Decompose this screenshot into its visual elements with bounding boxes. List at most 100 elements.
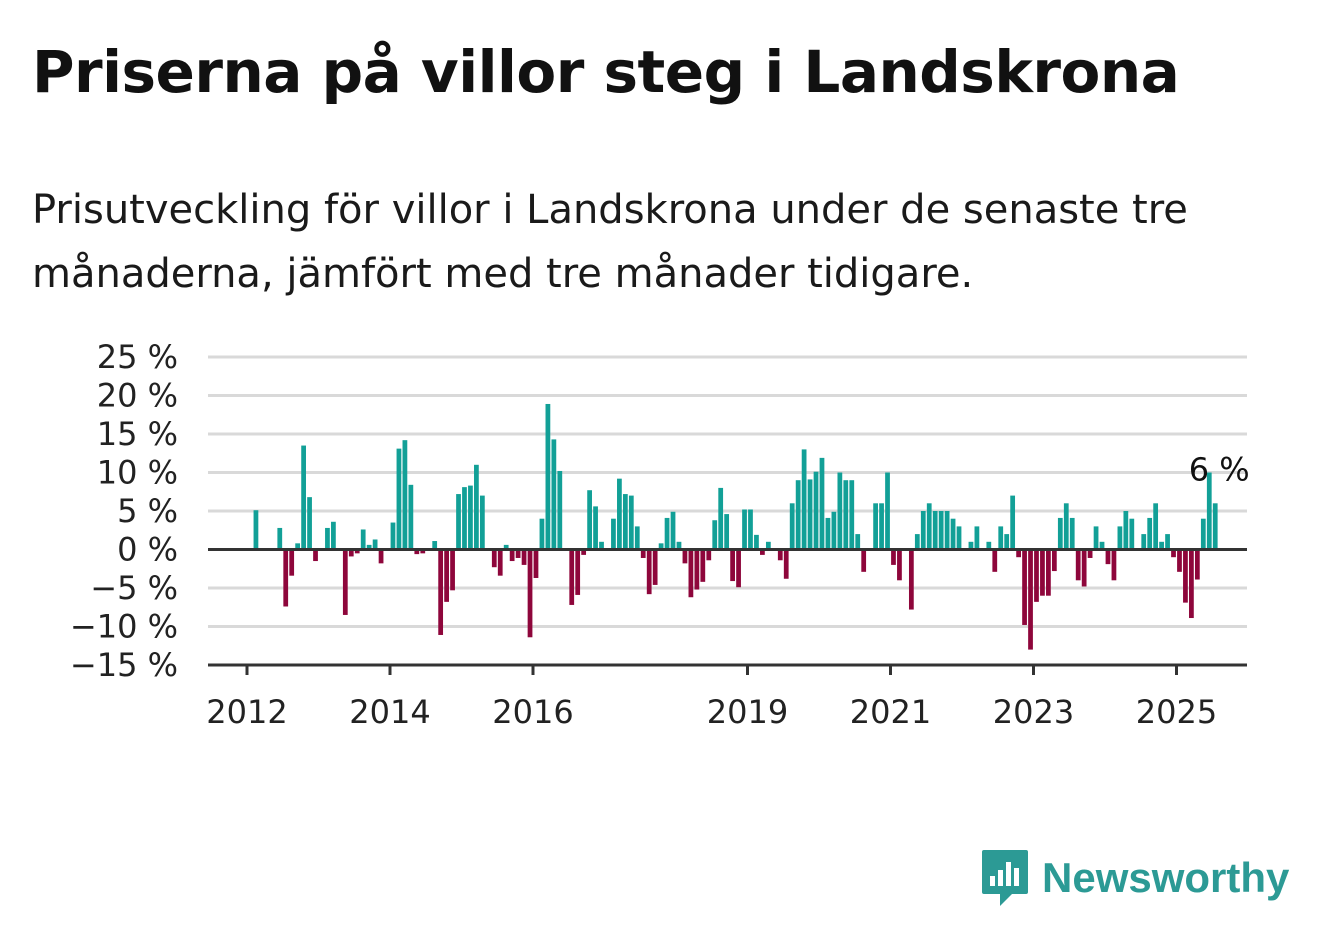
- bar: [1028, 549, 1033, 650]
- bar: [706, 549, 712, 561]
- bar: [622, 494, 628, 550]
- bar: [503, 544, 509, 550]
- bar: [414, 549, 420, 555]
- bar: [688, 549, 694, 598]
- newsworthy-logo-icon: [982, 850, 1028, 906]
- tick-labels: 25 %20 %15 %10 %5 %0 %−5 %−10 %−15 % 2012…: [70, 338, 1250, 731]
- bar: [730, 549, 735, 582]
- bar: [968, 541, 974, 550]
- bar: [1189, 549, 1194, 619]
- bar: [515, 549, 521, 558]
- bar: [611, 518, 616, 550]
- bar: [1183, 549, 1188, 603]
- bar: [396, 448, 402, 550]
- bar: [1069, 517, 1075, 550]
- bar: [855, 534, 861, 550]
- bar: [587, 490, 592, 550]
- bar: [331, 521, 336, 550]
- bar: [801, 449, 807, 550]
- bar: [408, 484, 414, 550]
- bar: [777, 549, 783, 561]
- bar: [497, 549, 503, 576]
- bar: [664, 517, 670, 550]
- bar: [545, 403, 551, 550]
- bar: [700, 549, 706, 582]
- bar: [789, 503, 795, 550]
- y-tick-label: 5 %: [117, 492, 178, 530]
- bar: [1022, 549, 1027, 625]
- bar: [634, 526, 640, 550]
- bar: [438, 549, 444, 635]
- bar: [509, 549, 515, 562]
- bar: [652, 549, 658, 585]
- bar: [1093, 526, 1099, 550]
- bar: [926, 503, 932, 550]
- bars: [253, 403, 1218, 650]
- bar: [670, 511, 676, 550]
- bar: [783, 549, 789, 579]
- bar: [938, 511, 944, 550]
- chart-subtitle: Prisutveckling för villor i Landskrona u…: [32, 187, 1188, 297]
- grid-lines: [208, 355, 1247, 628]
- bar: [1057, 517, 1063, 550]
- bar: [354, 549, 360, 554]
- bar: [932, 511, 938, 550]
- bar: [1004, 534, 1010, 550]
- bar: [950, 518, 956, 550]
- y-tick-label: 15 %: [97, 415, 178, 453]
- bar: [1081, 549, 1087, 587]
- bar: [765, 541, 771, 550]
- bar: [1040, 549, 1045, 596]
- bar: [891, 549, 896, 565]
- bar: [986, 541, 992, 550]
- bar: [593, 506, 598, 550]
- bar: [491, 549, 497, 568]
- bar: [1194, 549, 1200, 580]
- bar: [295, 543, 301, 550]
- bar: [908, 549, 914, 610]
- bar: [843, 480, 849, 550]
- bar: [1177, 549, 1182, 572]
- bar: [873, 503, 878, 550]
- bar: [277, 527, 283, 550]
- bar: [742, 509, 747, 550]
- bar: [956, 526, 962, 550]
- bar: [879, 503, 884, 550]
- bar: [468, 485, 473, 550]
- bar: [676, 541, 682, 550]
- bar: [527, 549, 533, 638]
- bar: [795, 480, 801, 550]
- bar: [462, 487, 467, 550]
- bar: [944, 511, 950, 550]
- bar: [390, 522, 396, 550]
- x-tick-label: 2021: [850, 693, 931, 731]
- bar: [1129, 518, 1135, 550]
- x-tick-label: 2014: [349, 693, 430, 731]
- x-tick-label: 2025: [1136, 693, 1217, 731]
- bar: [378, 549, 384, 564]
- bar: [724, 514, 730, 550]
- bar: [575, 549, 581, 595]
- bar: [521, 549, 527, 565]
- bar: [1034, 549, 1039, 602]
- bar: [617, 478, 622, 550]
- bar: [348, 549, 354, 557]
- bar: [557, 470, 563, 550]
- bar: [450, 549, 455, 591]
- bar: [289, 549, 295, 576]
- bar: [1206, 472, 1212, 550]
- bar: [628, 495, 634, 550]
- bar: [1165, 534, 1170, 550]
- chart-title: Priserna på villor steg i Landskrona: [32, 38, 1180, 106]
- bar: [658, 543, 664, 550]
- bar: [825, 517, 831, 550]
- bar: [748, 509, 753, 550]
- bar: [402, 440, 408, 550]
- bar: [831, 511, 837, 550]
- bar: [581, 549, 587, 555]
- bar: [1123, 511, 1129, 550]
- bar: [569, 549, 575, 605]
- bar: [420, 549, 426, 554]
- bar: [1141, 534, 1147, 550]
